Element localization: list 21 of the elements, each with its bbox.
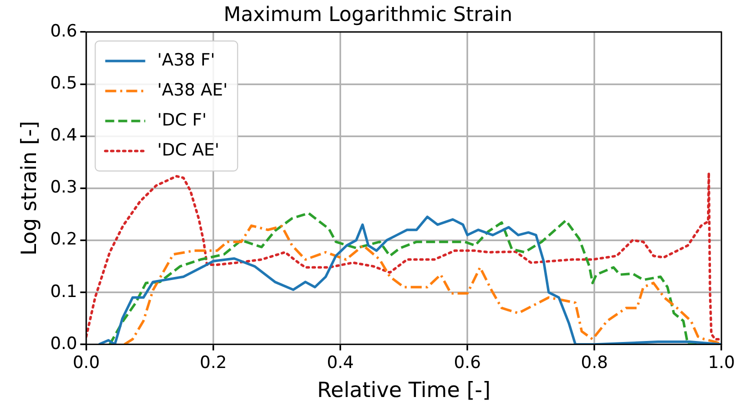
x-tick-label: 0.4: [326, 353, 354, 374]
line-series: [86, 171, 722, 340]
y-tick-label: 0.3: [50, 178, 78, 198]
legend-label: 'DC F': [157, 110, 207, 130]
y-tick-label: 0.2: [50, 230, 78, 250]
y-axis-title: Log strain [-]: [17, 120, 42, 256]
y-tick-label: 0.5: [50, 73, 78, 94]
x-tick-label: 0.2: [200, 353, 227, 374]
x-axis-title: Relative Time [-]: [317, 378, 491, 402]
chart-title: Maximum Logarithmic Strain: [224, 2, 512, 26]
legend-label: 'A38 AE': [157, 80, 228, 100]
x-tick-label: 0.0: [72, 353, 100, 374]
y-tick-label: 0.1: [50, 282, 78, 302]
legend-label: 'A38 F': [157, 50, 216, 70]
y-tick-label: 0.0: [50, 334, 78, 354]
x-tick-label: 0.6: [454, 353, 481, 374]
x-tick-label: 1.0: [708, 353, 736, 374]
legend-label: 'DC AE': [157, 140, 220, 160]
x-tick-label: 0.8: [580, 353, 608, 374]
y-tick-label: 0.6: [50, 21, 78, 42]
y-tick-label: 0.4: [50, 126, 78, 146]
